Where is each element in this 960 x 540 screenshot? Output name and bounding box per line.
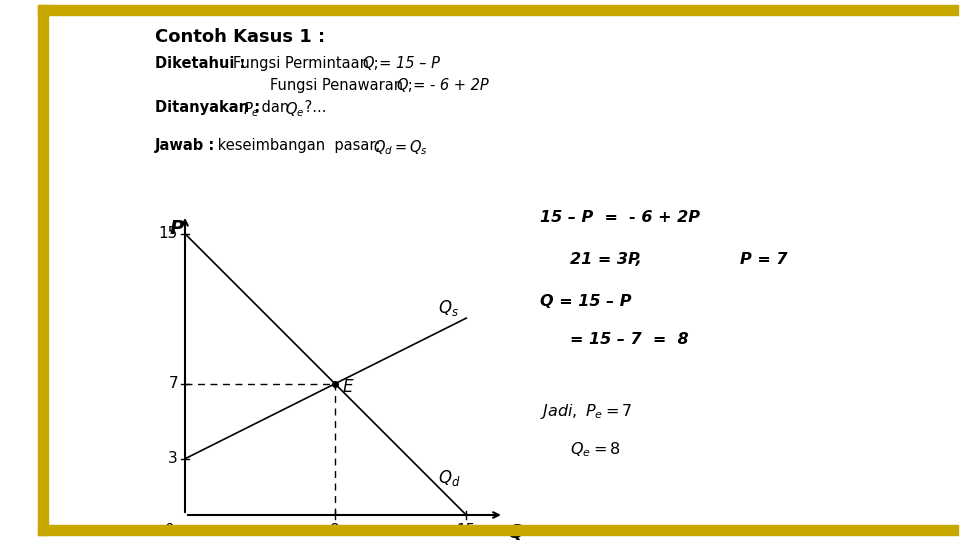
Text: Q = 15 – P: Q = 15 – P bbox=[363, 56, 440, 71]
Bar bbox=[38, 525, 958, 535]
Text: Fungsi Penawaran ;: Fungsi Penawaran ; bbox=[270, 78, 418, 93]
Text: Q: Q bbox=[508, 523, 524, 540]
Text: $Q_d$: $Q_d$ bbox=[438, 468, 461, 488]
Text: $P_e$: $P_e$ bbox=[243, 100, 259, 119]
Text: 15 – P  =  - 6 + 2P: 15 – P = - 6 + 2P bbox=[540, 210, 700, 225]
Text: keseimbangan  pasar;: keseimbangan pasar; bbox=[213, 138, 385, 153]
Text: Ditanyakan :: Ditanyakan : bbox=[155, 100, 260, 115]
Text: 8: 8 bbox=[330, 523, 340, 538]
Text: Contoh Kasus 1 :: Contoh Kasus 1 : bbox=[155, 28, 325, 46]
Text: $Q_s$: $Q_s$ bbox=[438, 298, 459, 318]
Text: 3: 3 bbox=[168, 451, 178, 466]
Text: Q = - 6 + 2P: Q = - 6 + 2P bbox=[397, 78, 489, 93]
Text: 21 = 3P,: 21 = 3P, bbox=[570, 252, 641, 267]
Text: = 15 – 7  =  8: = 15 – 7 = 8 bbox=[570, 332, 688, 347]
Text: ?...: ?... bbox=[300, 100, 326, 115]
Text: $Q_e = 8$: $Q_e = 8$ bbox=[570, 440, 621, 458]
Text: Jawab :: Jawab : bbox=[155, 138, 215, 153]
Text: $Q_d = Q_s$: $Q_d = Q_s$ bbox=[373, 138, 428, 157]
Text: Q = 15 – P: Q = 15 – P bbox=[540, 294, 632, 309]
Text: 7: 7 bbox=[168, 376, 178, 392]
Text: E: E bbox=[343, 378, 353, 396]
Bar bbox=[38, 5, 48, 535]
Text: dan: dan bbox=[257, 100, 294, 115]
Text: $Q_e$: $Q_e$ bbox=[285, 100, 304, 119]
Text: P = 7: P = 7 bbox=[740, 252, 787, 267]
Bar bbox=[38, 5, 958, 15]
Text: Diketahui :: Diketahui : bbox=[155, 56, 246, 71]
Text: P: P bbox=[170, 219, 184, 238]
Text: 0: 0 bbox=[165, 523, 175, 538]
Text: 15: 15 bbox=[158, 226, 178, 241]
Text: $Jadi,\ P_e = 7$: $Jadi,\ P_e = 7$ bbox=[540, 402, 633, 421]
Text: Fungsi Permintaan ;: Fungsi Permintaan ; bbox=[233, 56, 383, 71]
Text: 15: 15 bbox=[457, 523, 476, 538]
